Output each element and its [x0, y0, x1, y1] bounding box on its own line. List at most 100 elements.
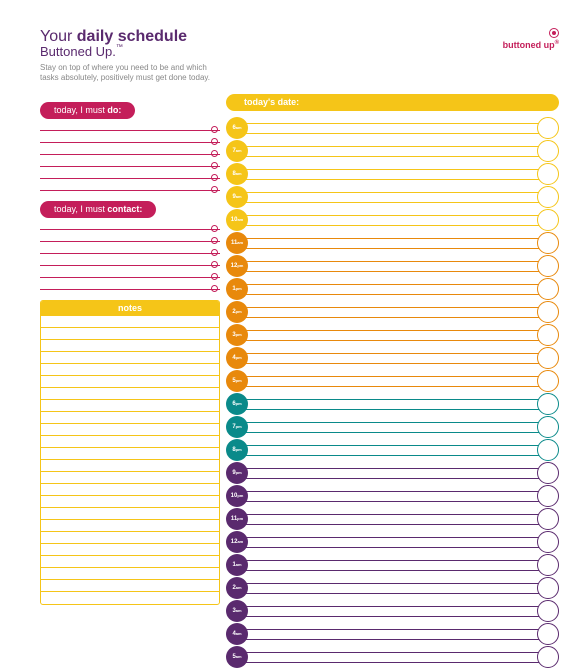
todo-do-section: today, I must do:	[40, 100, 220, 191]
hour-end-circle-icon	[537, 117, 559, 139]
hour-end-circle-icon	[537, 232, 559, 254]
hour-row: 8am	[226, 163, 559, 186]
hour-end-circle-icon	[537, 163, 559, 185]
notes-line[interactable]	[41, 400, 219, 412]
contact-pill: today, I must contact:	[40, 201, 156, 218]
notes-line[interactable]	[41, 568, 219, 580]
notes-line[interactable]	[41, 580, 219, 592]
do-line[interactable]	[40, 131, 220, 143]
hour-period: am	[236, 632, 242, 636]
do-line[interactable]	[40, 179, 220, 191]
checkbox-circle-icon[interactable]	[211, 285, 218, 292]
notes-line[interactable]	[41, 364, 219, 376]
hour-row: 6pm	[226, 393, 559, 416]
notes-line[interactable]	[41, 496, 219, 508]
do-pill-bold: do:	[107, 105, 121, 115]
notes-line[interactable]	[41, 532, 219, 544]
notes-line[interactable]	[41, 508, 219, 520]
notes-line[interactable]	[41, 448, 219, 460]
notes-line[interactable]	[41, 472, 219, 484]
hour-lines[interactable]	[244, 600, 541, 622]
hour-lines[interactable]	[244, 462, 541, 484]
notes-line[interactable]	[41, 376, 219, 388]
do-line[interactable]	[40, 167, 220, 179]
contact-line[interactable]	[40, 266, 220, 278]
notes-line[interactable]	[41, 424, 219, 436]
contact-line[interactable]	[40, 230, 220, 242]
hour-period: pm	[237, 494, 243, 498]
checkbox-circle-icon[interactable]	[211, 174, 218, 181]
hour-lines[interactable]	[244, 324, 541, 346]
right-column: today's date: 6am7am8am9am10am11am12pm1p…	[226, 94, 559, 669]
hour-lines[interactable]	[244, 531, 541, 553]
notes-line[interactable]	[41, 436, 219, 448]
hour-lines[interactable]	[244, 140, 541, 162]
checkbox-circle-icon[interactable]	[211, 126, 218, 133]
brand-text: buttoned up®	[503, 40, 559, 50]
hour-lines[interactable]	[244, 439, 541, 461]
hour-lines[interactable]	[244, 416, 541, 438]
contact-line[interactable]	[40, 254, 220, 266]
hour-period: pm	[237, 517, 243, 521]
do-line[interactable]	[40, 119, 220, 131]
notes-line[interactable]	[41, 460, 219, 472]
do-pill-pre: today, I must	[54, 105, 107, 115]
checkbox-circle-icon[interactable]	[211, 261, 218, 268]
checkbox-circle-icon[interactable]	[211, 186, 218, 193]
hour-lines[interactable]	[244, 623, 541, 645]
checkbox-circle-icon[interactable]	[211, 150, 218, 157]
hour-lines[interactable]	[244, 255, 541, 277]
hour-lines[interactable]	[244, 508, 541, 530]
notes-line[interactable]	[41, 556, 219, 568]
hour-period: pm	[236, 310, 242, 314]
hour-lines[interactable]	[244, 301, 541, 323]
hour-lines[interactable]	[244, 186, 541, 208]
notes-line[interactable]	[41, 340, 219, 352]
notes-line[interactable]	[41, 352, 219, 364]
notes-line[interactable]	[41, 388, 219, 400]
contact-line[interactable]	[40, 218, 220, 230]
contact-line[interactable]	[40, 278, 220, 290]
hour-lines[interactable]	[244, 209, 541, 231]
notes-line[interactable]	[41, 484, 219, 496]
hour-row: 11pm	[226, 508, 559, 531]
notes-line[interactable]	[41, 592, 219, 604]
hour-lines[interactable]	[244, 577, 541, 599]
hour-end-circle-icon	[537, 600, 559, 622]
notes-line[interactable]	[41, 544, 219, 556]
checkbox-circle-icon[interactable]	[211, 225, 218, 232]
do-line[interactable]	[40, 143, 220, 155]
hour-period: am	[236, 655, 242, 659]
hour-period: am	[236, 195, 242, 199]
hour-period: pm	[236, 356, 242, 360]
hour-period: am	[236, 126, 242, 130]
notes-line[interactable]	[41, 412, 219, 424]
hour-lines[interactable]	[244, 232, 541, 254]
checkbox-circle-icon[interactable]	[211, 162, 218, 169]
hour-lines[interactable]	[244, 278, 541, 300]
hour-lines[interactable]	[244, 485, 541, 507]
hour-end-circle-icon	[537, 462, 559, 484]
checkbox-circle-icon[interactable]	[211, 273, 218, 280]
brand-icon	[549, 28, 559, 38]
hour-period: am	[237, 540, 243, 544]
hour-lines[interactable]	[244, 370, 541, 392]
contact-line[interactable]	[40, 242, 220, 254]
hour-lines[interactable]	[244, 347, 541, 369]
checkbox-circle-icon[interactable]	[211, 138, 218, 145]
notes-line[interactable]	[41, 328, 219, 340]
do-line[interactable]	[40, 155, 220, 167]
hour-lines[interactable]	[244, 117, 541, 139]
hour-end-circle-icon	[537, 347, 559, 369]
hour-lines[interactable]	[244, 163, 541, 185]
checkbox-circle-icon[interactable]	[211, 237, 218, 244]
do-pill: today, I must do:	[40, 102, 135, 119]
notes-header: notes	[41, 301, 219, 316]
notes-line[interactable]	[41, 520, 219, 532]
date-pill[interactable]: today's date:	[226, 94, 559, 111]
hour-lines[interactable]	[244, 554, 541, 576]
brand-text-label: buttoned up	[503, 40, 555, 50]
notes-line[interactable]	[41, 316, 219, 328]
hour-lines[interactable]	[244, 393, 541, 415]
checkbox-circle-icon[interactable]	[211, 249, 218, 256]
